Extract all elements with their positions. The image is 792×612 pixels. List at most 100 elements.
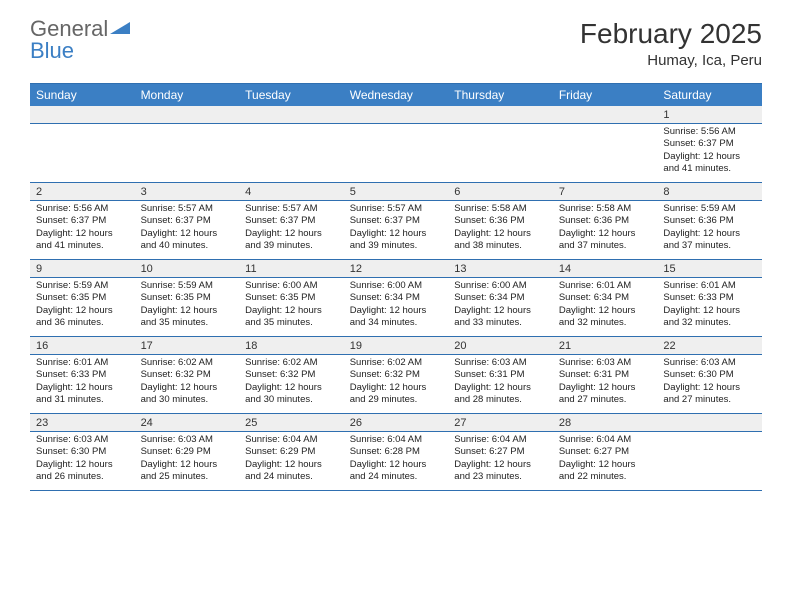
day-number: 4 [239,183,344,200]
day-cell: Sunrise: 5:58 AMSunset: 6:36 PMDaylight:… [448,201,553,259]
sunrise-line: Sunrise: 5:59 AM [141,280,234,292]
daylight-line1: Daylight: 12 hours [454,228,547,240]
day-header: Monday [135,84,240,106]
day-cell [30,124,135,182]
day-number: 22 [657,337,762,354]
weeks-container: 1Sunrise: 5:56 AMSunset: 6:37 PMDaylight… [30,106,762,491]
daylight-line2: and 28 minutes. [454,394,547,406]
daylight-line1: Daylight: 12 hours [245,459,338,471]
day-cell: Sunrise: 6:03 AMSunset: 6:30 PMDaylight:… [30,432,135,490]
sunrise-line: Sunrise: 6:04 AM [559,434,652,446]
sunrise-line: Sunrise: 6:00 AM [454,280,547,292]
sunrise-line: Sunrise: 5:56 AM [36,203,129,215]
day-number: 14 [553,260,658,277]
day-number: 9 [30,260,135,277]
daylight-line2: and 39 minutes. [245,240,338,252]
sunrise-line: Sunrise: 6:02 AM [141,357,234,369]
day-number: 25 [239,414,344,431]
daylight-line1: Daylight: 12 hours [245,228,338,240]
day-number: 8 [657,183,762,200]
daylight-line2: and 31 minutes. [36,394,129,406]
week-body-row: Sunrise: 6:01 AMSunset: 6:33 PMDaylight:… [30,355,762,414]
day-header-row: SundayMondayTuesdayWednesdayThursdayFrid… [30,84,762,106]
daylight-line2: and 35 minutes. [245,317,338,329]
sunset-line: Sunset: 6:37 PM [141,215,234,227]
day-cell: Sunrise: 5:57 AMSunset: 6:37 PMDaylight:… [135,201,240,259]
sunrise-line: Sunrise: 5:58 AM [559,203,652,215]
week-number-row: 2345678 [30,183,762,201]
daylight-line1: Daylight: 12 hours [350,228,443,240]
daylight-line2: and 41 minutes. [663,163,756,175]
daylight-line1: Daylight: 12 hours [559,228,652,240]
day-number: 10 [135,260,240,277]
sunset-line: Sunset: 6:37 PM [663,138,756,150]
day-number [448,106,553,123]
sunset-line: Sunset: 6:27 PM [454,446,547,458]
day-number: 12 [344,260,449,277]
daylight-line1: Daylight: 12 hours [663,151,756,163]
daylight-line2: and 33 minutes. [454,317,547,329]
sunset-line: Sunset: 6:33 PM [663,292,756,304]
day-number: 15 [657,260,762,277]
day-cell [657,432,762,490]
daylight-line1: Daylight: 12 hours [559,459,652,471]
sunset-line: Sunset: 6:30 PM [36,446,129,458]
sunrise-line: Sunrise: 6:01 AM [663,280,756,292]
logo-word2: Blue [30,38,74,63]
sunrise-line: Sunrise: 5:57 AM [141,203,234,215]
week-body-row: Sunrise: 5:56 AMSunset: 6:37 PMDaylight:… [30,124,762,183]
day-cell: Sunrise: 6:03 AMSunset: 6:31 PMDaylight:… [553,355,658,413]
daylight-line2: and 37 minutes. [559,240,652,252]
sunrise-line: Sunrise: 6:03 AM [559,357,652,369]
sunrise-line: Sunrise: 6:04 AM [245,434,338,446]
day-number: 6 [448,183,553,200]
day-number: 5 [344,183,449,200]
daylight-line1: Daylight: 12 hours [36,459,129,471]
daylight-line2: and 26 minutes. [36,471,129,483]
sunrise-line: Sunrise: 5:56 AM [663,126,756,138]
daylight-line1: Daylight: 12 hours [141,459,234,471]
sunset-line: Sunset: 6:36 PM [663,215,756,227]
day-number: 1 [657,106,762,123]
daylight-line2: and 37 minutes. [663,240,756,252]
day-cell: Sunrise: 6:03 AMSunset: 6:31 PMDaylight:… [448,355,553,413]
sunrise-line: Sunrise: 5:58 AM [454,203,547,215]
daylight-line1: Daylight: 12 hours [663,228,756,240]
title-block: February 2025 Humay, Ica, Peru [580,18,762,69]
day-cell: Sunrise: 5:57 AMSunset: 6:37 PMDaylight:… [239,201,344,259]
day-number [30,106,135,123]
week-number-row: 1 [30,106,762,124]
day-number: 13 [448,260,553,277]
daylight-line2: and 23 minutes. [454,471,547,483]
daylight-line1: Daylight: 12 hours [245,382,338,394]
sunrise-line: Sunrise: 6:02 AM [245,357,338,369]
day-cell: Sunrise: 5:59 AMSunset: 6:35 PMDaylight:… [135,278,240,336]
day-cell: Sunrise: 6:02 AMSunset: 6:32 PMDaylight:… [135,355,240,413]
day-number: 24 [135,414,240,431]
daylight-line1: Daylight: 12 hours [350,382,443,394]
sunrise-line: Sunrise: 6:02 AM [350,357,443,369]
day-cell: Sunrise: 6:03 AMSunset: 6:30 PMDaylight:… [657,355,762,413]
day-cell: Sunrise: 6:00 AMSunset: 6:34 PMDaylight:… [344,278,449,336]
daylight-line1: Daylight: 12 hours [350,459,443,471]
day-cell [135,124,240,182]
sunset-line: Sunset: 6:35 PM [245,292,338,304]
daylight-line1: Daylight: 12 hours [141,228,234,240]
day-cell: Sunrise: 6:00 AMSunset: 6:35 PMDaylight:… [239,278,344,336]
day-cell: Sunrise: 6:01 AMSunset: 6:33 PMDaylight:… [30,355,135,413]
sunset-line: Sunset: 6:28 PM [350,446,443,458]
header: General Blue February 2025 Humay, Ica, P… [0,0,792,77]
week-number-row: 232425262728 [30,414,762,432]
day-number: 23 [30,414,135,431]
sunrise-line: Sunrise: 5:59 AM [663,203,756,215]
sunset-line: Sunset: 6:31 PM [559,369,652,381]
daylight-line1: Daylight: 12 hours [454,459,547,471]
sunset-line: Sunset: 6:36 PM [559,215,652,227]
daylight-line2: and 24 minutes. [350,471,443,483]
day-number: 26 [344,414,449,431]
day-number: 16 [30,337,135,354]
day-number: 28 [553,414,658,431]
daylight-line2: and 41 minutes. [36,240,129,252]
sunset-line: Sunset: 6:29 PM [245,446,338,458]
sunset-line: Sunset: 6:30 PM [663,369,756,381]
